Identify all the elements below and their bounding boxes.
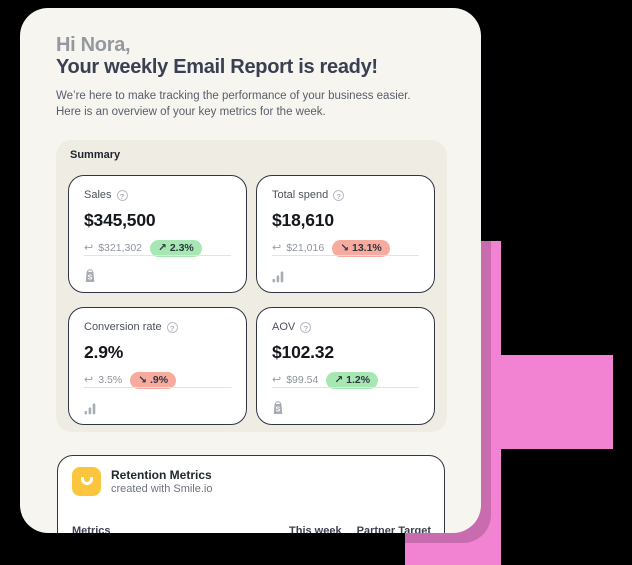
- change-value: 2.3%: [169, 242, 194, 254]
- help-icon[interactable]: ?: [116, 189, 128, 201]
- metric-card-total-spend: Total spend ? $18,610 ↩ $21,016 ↘ 13.1%: [256, 175, 435, 293]
- retention-subtitle: created with Smile.io: [111, 482, 213, 495]
- metric-label-row: AOV ?: [272, 321, 419, 333]
- change-badge: ↘ .9%: [130, 372, 177, 389]
- divider: [84, 387, 231, 388]
- description-line-1: We’re here to make tracking the performa…: [56, 90, 411, 102]
- metric-label-row: Total spend ?: [272, 189, 419, 201]
- retention-titles: Retention Metrics created with Smile.io: [111, 468, 213, 496]
- metric-label: Conversion rate: [84, 321, 162, 333]
- column-header-partner-target: Partner Target: [356, 525, 431, 533]
- metric-previous-row: ↩ $99.54 ↗ 1.2%: [272, 372, 419, 389]
- change-value: .9%: [149, 374, 169, 386]
- trend-up-icon: ↗: [158, 242, 167, 254]
- previous-value: 3.5%: [98, 374, 123, 387]
- metric-card-aov: AOV ? $102.32 ↩ $99.54 ↗ 1.2%: [256, 307, 435, 425]
- description-line-2: Here is an overview of your key metrics …: [56, 106, 326, 118]
- metric-cards-grid: Sales ? $345,500 ↩ $321,302 ↗ 2.3%: [68, 175, 435, 425]
- metric-value: 2.9%: [84, 342, 124, 362]
- change-badge: ↗ 2.3%: [150, 240, 202, 257]
- retention-header: Retention Metrics created with Smile.io: [72, 467, 213, 496]
- help-icon[interactable]: ?: [300, 321, 312, 333]
- greeting-text: Hi Nora,: [56, 34, 131, 56]
- previous-value: $99.54: [286, 374, 319, 387]
- divider: [84, 255, 231, 256]
- metric-value: $345,500: [84, 210, 156, 230]
- metric-label: Total spend: [272, 189, 329, 201]
- report-header: Hi Nora, Your weekly Email Report is rea…: [56, 34, 456, 120]
- summary-heading: Summary: [70, 149, 121, 161]
- trend-down-icon: ↘: [138, 374, 147, 386]
- pink-decoration-horizontal: [500, 355, 613, 449]
- divider: [272, 255, 419, 256]
- trend-down-icon: ↘: [340, 242, 349, 254]
- change-value: 13.1%: [352, 242, 382, 254]
- metric-value: $18,610: [272, 210, 334, 230]
- shopify-icon: S: [84, 269, 96, 283]
- previous-arrow-icon: ↩: [272, 241, 282, 254]
- report-description: We’re here to make tracking the performa…: [56, 88, 456, 120]
- change-badge: ↗ 1.2%: [326, 372, 379, 389]
- column-header-metrics: Metrics: [72, 525, 111, 533]
- svg-text:S: S: [276, 407, 281, 414]
- summary-panel: Summary Sales ? $345,500 ↩ $321,302 ↗ 2.…: [56, 140, 447, 432]
- previous-value: $321,302: [98, 242, 143, 255]
- smile-glyph: [80, 476, 93, 485]
- metric-label-row: Conversion rate ?: [84, 321, 231, 333]
- help-icon[interactable]: ?: [333, 189, 345, 201]
- metric-previous-row: ↩ 3.5% ↘ .9%: [84, 372, 231, 389]
- trend-up-icon: ↗: [334, 374, 344, 386]
- bar-chart-icon: [84, 401, 98, 415]
- metric-card-conversion-rate: Conversion rate ? 2.9% ↩ 3.5% ↘ .9%: [68, 307, 247, 425]
- previous-arrow-icon: ↩: [272, 373, 282, 386]
- divider: [272, 387, 419, 388]
- metric-label: AOV: [272, 321, 296, 333]
- metric-label: Sales: [84, 189, 112, 201]
- retention-title: Retention Metrics: [111, 467, 212, 482]
- report-title: Your weekly Email Report is ready!: [56, 56, 378, 78]
- retention-metrics-card: Retention Metrics created with Smile.io …: [57, 455, 445, 533]
- change-value: 1.2%: [346, 374, 371, 386]
- metric-value: $102.32: [272, 342, 334, 362]
- svg-text:S: S: [88, 275, 93, 282]
- change-badge: ↘ 13.1%: [332, 240, 390, 257]
- smile-io-icon: [72, 467, 101, 496]
- metric-label-row: Sales ?: [84, 189, 231, 201]
- retention-table-header: Metrics This week Partner Target: [58, 525, 444, 533]
- previous-arrow-icon: ↩: [84, 241, 94, 254]
- bar-chart-icon: [272, 269, 286, 283]
- email-report-card: Hi Nora, Your weekly Email Report is rea…: [20, 8, 481, 533]
- column-header-this-week: This week: [289, 525, 342, 533]
- metric-card-sales: Sales ? $345,500 ↩ $321,302 ↗ 2.3%: [68, 175, 247, 293]
- help-icon[interactable]: ?: [166, 321, 178, 333]
- metric-previous-row: ↩ $321,302 ↗ 2.3%: [84, 240, 231, 257]
- previous-value: $21,016: [286, 242, 325, 255]
- shopify-icon: S: [272, 401, 284, 415]
- metric-previous-row: ↩ $21,016 ↘ 13.1%: [272, 240, 419, 257]
- previous-arrow-icon: ↩: [84, 373, 94, 386]
